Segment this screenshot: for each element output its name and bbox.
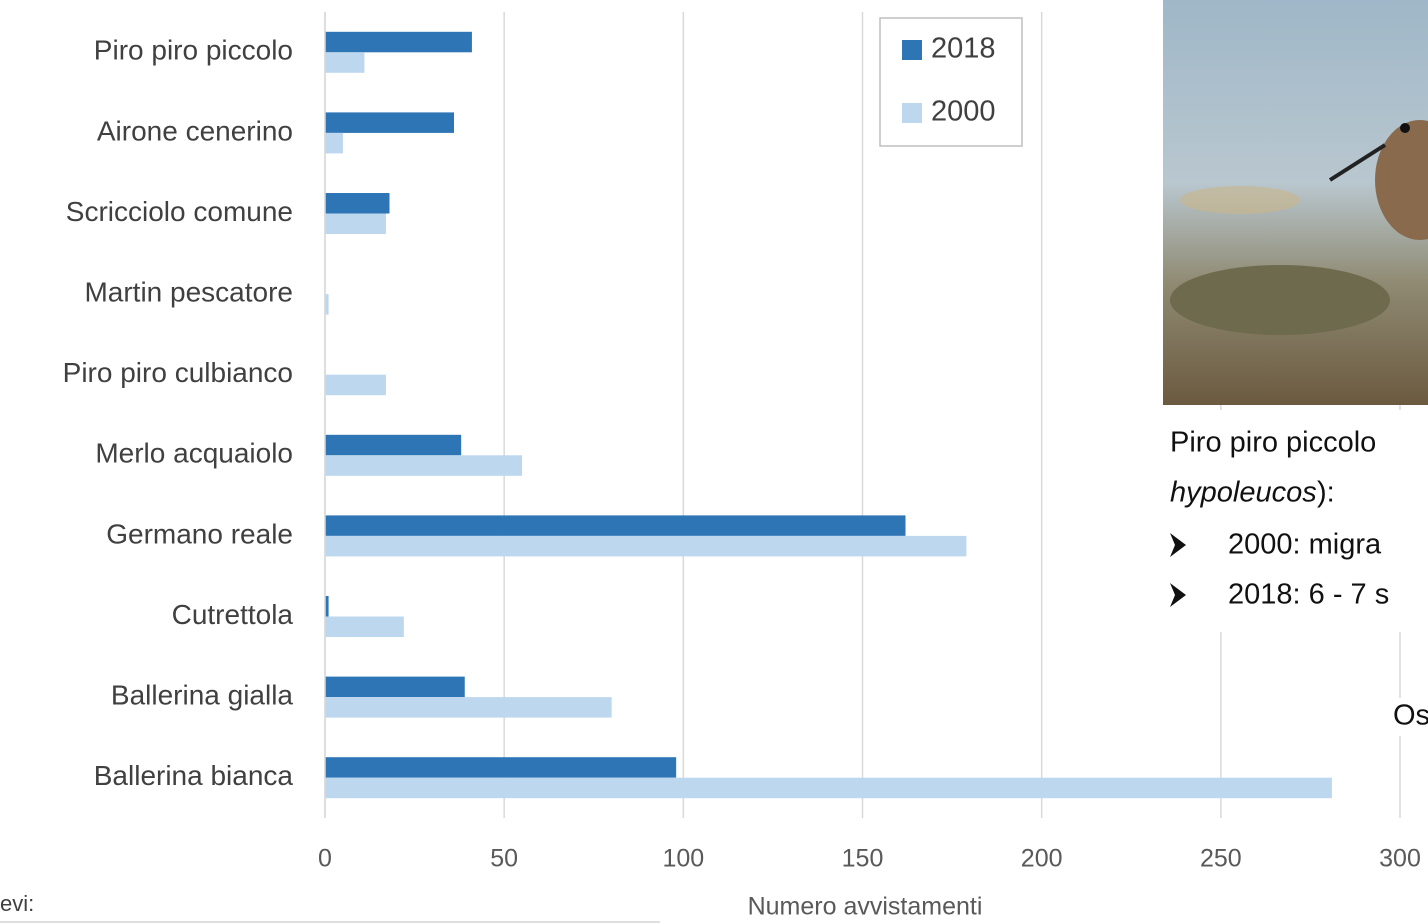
legend-label: 2000 xyxy=(931,96,996,128)
footer-text: evi: xyxy=(0,891,34,916)
bullet-text: 2018: 6 - 7 s xyxy=(1228,579,1389,611)
note: Os xyxy=(1393,700,1428,732)
y-tick-label: Martin pescatore xyxy=(84,276,293,307)
legend-box xyxy=(879,17,1023,147)
bar xyxy=(325,132,343,154)
bar xyxy=(325,777,1332,799)
legend-swatch xyxy=(902,40,922,60)
legend-label: 2018 xyxy=(931,33,996,65)
x-tick-label: 300 xyxy=(1379,845,1421,873)
x-tick-label: 0 xyxy=(318,845,332,873)
legend-swatch xyxy=(902,103,922,123)
photo-rock xyxy=(1170,265,1390,335)
y-tick-label: Merlo acquaiolo xyxy=(95,438,293,469)
bar xyxy=(325,213,386,234)
y-tick-label: Germano reale xyxy=(106,518,293,549)
photo-sand xyxy=(1180,186,1300,214)
caption-panel xyxy=(1150,410,1428,632)
y-tick-label: Cutrettola xyxy=(172,599,294,630)
bar xyxy=(325,31,472,53)
bar xyxy=(325,535,967,557)
x-tick-label: 100 xyxy=(662,845,704,873)
bar xyxy=(325,455,523,476)
y-tick-label: Ballerina bianca xyxy=(94,760,294,791)
bar xyxy=(325,294,329,315)
bar xyxy=(325,193,390,214)
y-tick-label: Ballerina gialla xyxy=(111,679,294,710)
bullet-arrow xyxy=(1170,583,1186,607)
y-tick-label: Scricciolo comune xyxy=(66,196,293,227)
y-tick-label: Airone cenerino xyxy=(97,115,293,146)
species-end: ): xyxy=(1317,477,1335,509)
bar xyxy=(325,676,465,698)
photo-bird-eye xyxy=(1400,123,1410,133)
x-tick-label: 150 xyxy=(842,845,884,873)
photo xyxy=(1163,0,1428,405)
x-axis-title: Numero avvistamenti xyxy=(748,893,983,921)
species-name: hypoleucos xyxy=(1170,477,1317,509)
caption: Piro piro piccolo xyxy=(1170,427,1376,459)
photo-bird xyxy=(1375,120,1428,240)
bar xyxy=(325,757,677,778)
y-tick-label: Piro piro culbianco xyxy=(63,357,293,388)
bullet-text: 2000: migra xyxy=(1228,529,1382,561)
bar xyxy=(325,697,612,718)
bar xyxy=(325,434,462,456)
note-background xyxy=(1388,698,1428,736)
bar xyxy=(325,52,365,73)
bar xyxy=(325,596,329,617)
x-tick-label: 50 xyxy=(490,845,518,873)
bar xyxy=(325,515,906,536)
x-tick-label: 250 xyxy=(1200,845,1242,873)
bar xyxy=(325,374,386,396)
bar xyxy=(325,112,454,133)
bullet-arrow xyxy=(1170,533,1186,557)
x-tick-label: 200 xyxy=(1021,845,1063,873)
bar xyxy=(325,616,404,637)
photo-bird-beak xyxy=(1328,143,1387,182)
legend: 2018 2000 xyxy=(879,17,1023,147)
y-tick-label: Piro piro piccolo xyxy=(94,35,293,66)
